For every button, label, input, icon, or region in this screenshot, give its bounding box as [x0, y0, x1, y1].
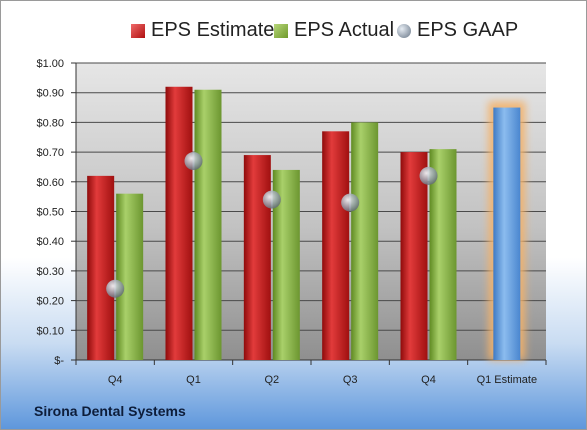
y-tick-label: $1.00 [36, 58, 64, 70]
legend: EPS Estimate EPS Actual EPS GAAP [1, 7, 587, 47]
y-tick-label: $0.10 [36, 325, 64, 337]
legend-label-actual: EPS Actual [294, 19, 395, 41]
legend-swatch-actual [274, 23, 288, 38]
y-tick-label: $0.40 [36, 236, 64, 248]
y-tick-label: $- [54, 355, 64, 367]
legend-item-eps-gaap: EPS GAAP [397, 19, 518, 42]
y-tick-label: $0.30 [36, 266, 64, 278]
y-tick-label: $0.50 [36, 207, 64, 219]
x-tick-label: Q3 [343, 374, 358, 386]
legend-swatch-estimate [131, 23, 145, 38]
y-axis: $- $0.10 $0.20 $0.30 $0.40 $0.50 $0.60 $0.70 $0.… [36, 58, 77, 367]
y-tick-label: $0.70 [36, 147, 64, 159]
x-tick-label: Q1 [186, 374, 201, 386]
bar-eps-estimate [87, 175, 115, 360]
bar-eps-estimate [322, 131, 350, 360]
legend-swatch-gaap [397, 23, 411, 38]
marker-eps-gaap [419, 166, 438, 185]
legend-label-estimate: EPS Estimate [151, 19, 275, 41]
bar-eps-estimate [243, 155, 271, 360]
x-tick-label: Q1 Estimate [477, 374, 538, 386]
bar-eps-actual [194, 89, 222, 360]
y-tick-label: $0.80 [36, 117, 64, 129]
legend-item-eps-actual: EPS Actual [274, 19, 394, 42]
bar-eps-actual [429, 149, 457, 360]
bar-eps-estimate [400, 152, 428, 360]
bar-eps-estimate [165, 86, 193, 360]
y-tick-label: $0.60 [36, 177, 64, 189]
company-name: Sirona Dental Systems [34, 403, 186, 419]
y-tick-label: $0.90 [36, 88, 64, 100]
bars [87, 86, 526, 361]
bar-eps-forecast [493, 107, 521, 360]
legend-label-gaap: EPS GAAP [417, 19, 519, 41]
x-tick-label: Q4 [421, 374, 436, 386]
bar-eps-actual [351, 122, 379, 361]
x-axis: Q4 Q1 Q2 Q3 Q4 Q1 Estimate [75, 359, 547, 386]
gaap-markers [106, 152, 438, 298]
marker-eps-gaap [262, 190, 281, 209]
x-tick-label: Q2 [264, 374, 279, 386]
marker-eps-gaap [106, 279, 125, 298]
marker-eps-gaap [341, 193, 360, 212]
bar-eps-actual [116, 193, 144, 360]
legend-item-eps-estimate: EPS Estimate [131, 19, 274, 42]
y-tick-label: $0.20 [36, 296, 64, 308]
x-tick-label: Q4 [108, 374, 123, 386]
marker-eps-gaap [184, 152, 203, 171]
